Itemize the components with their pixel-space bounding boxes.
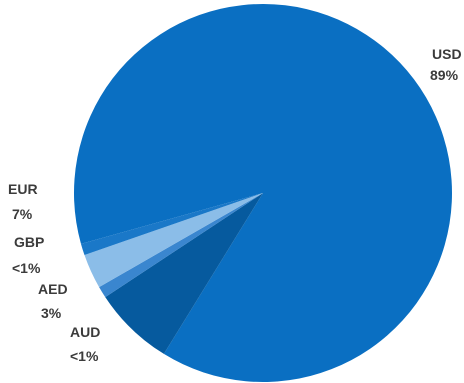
slice-value-aed: 3%: [41, 305, 62, 321]
slice-label-gbp: GBP: [14, 234, 44, 250]
slice-label-eur: EUR: [8, 181, 38, 197]
pie-slice-aed: [84, 193, 263, 288]
pie-slice-gbp: [99, 193, 263, 298]
slice-label-aed: AED: [38, 281, 68, 297]
slice-value-usd: 89%: [430, 67, 459, 83]
pie-slices: [73, 3, 452, 382]
slice-value-aud: <1%: [70, 348, 99, 364]
slice-value-gbp: <1%: [12, 260, 41, 276]
pie-slice-aud: [80, 193, 264, 256]
pie-slice-usd: [73, 3, 452, 382]
slice-label-usd: USD: [432, 46, 462, 62]
slice-label-aud: AUD: [70, 324, 100, 340]
pie-slice-eur: [105, 193, 263, 354]
slice-value-eur: 7%: [12, 206, 33, 222]
